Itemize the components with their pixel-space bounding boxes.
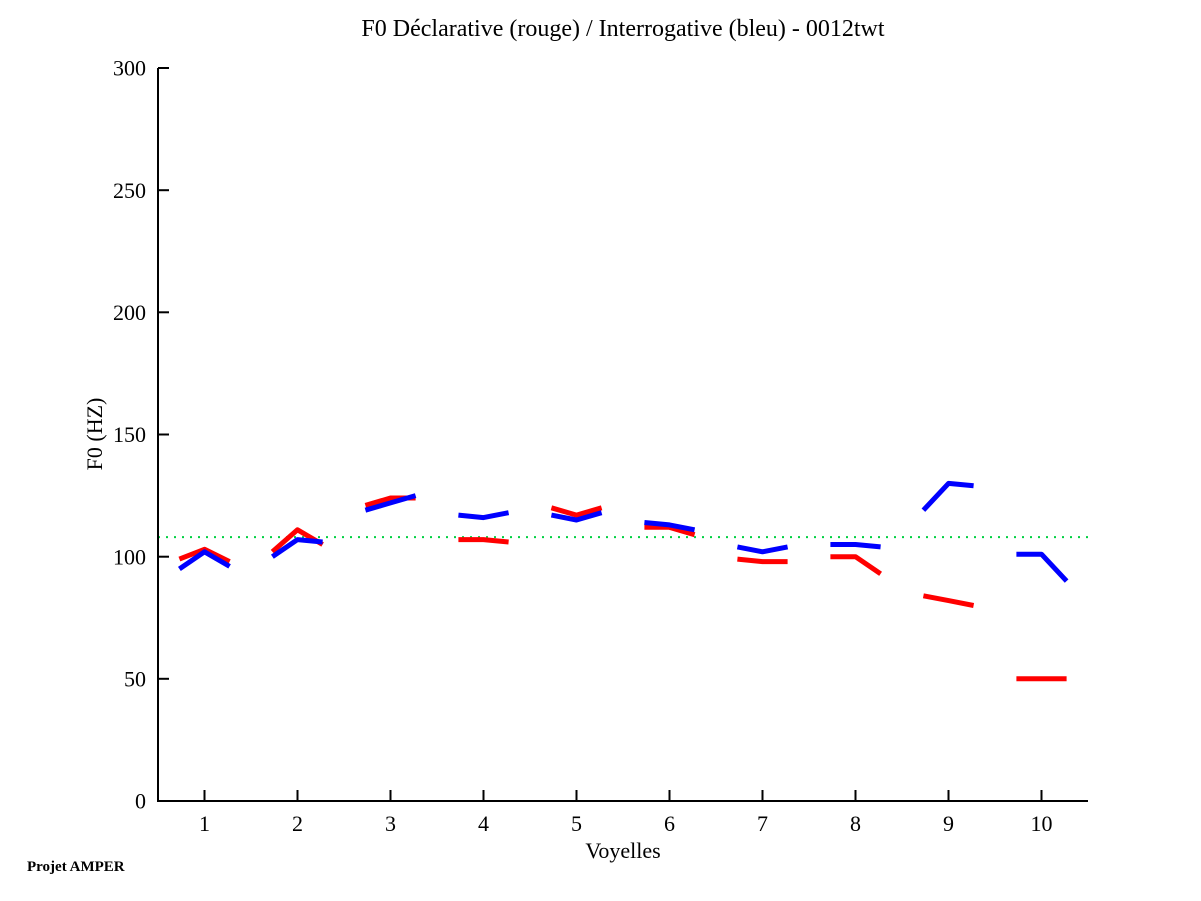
x-tick-label: 10	[1031, 811, 1053, 836]
series-interrogative-vowel-7	[736, 544, 789, 555]
x-tick-label: 5	[571, 811, 582, 836]
series-declarative-vowel-7	[737, 556, 788, 565]
series-declarative-vowel-1	[178, 546, 231, 564]
series-declarative-vowel-9	[922, 593, 975, 608]
y-tick-label: 100	[113, 544, 146, 569]
project-footer-label: Projet AMPER	[27, 859, 125, 875]
y-tick-label: 50	[124, 667, 146, 692]
x-tick-label: 1	[199, 811, 210, 836]
series-interrogative-vowel-6	[644, 520, 696, 533]
x-tick-label: 2	[292, 811, 303, 836]
series-declarative-vowel-5	[550, 505, 603, 518]
x-tick-label: 8	[850, 811, 861, 836]
x-tick-label: 6	[664, 811, 675, 836]
y-tick-label: 250	[113, 178, 146, 203]
series-declarative-vowel-8	[830, 554, 883, 576]
x-tick-label: 3	[385, 811, 396, 836]
x-axis-label: Voyelles	[585, 838, 661, 863]
x-tick-label: 7	[757, 811, 768, 836]
y-tick-label: 200	[113, 300, 146, 325]
series-interrogative-vowel-9	[921, 480, 974, 512]
series-interrogative-vowel-4	[458, 510, 510, 521]
series-interrogative-vowel-8	[830, 542, 881, 550]
y-tick-label: 300	[113, 56, 146, 81]
series-interrogative-vowel-5	[550, 510, 603, 523]
series-interrogative-vowel-10	[1016, 551, 1069, 583]
series-interrogative-vowel-1	[177, 549, 231, 571]
series-declarative-vowel-4	[458, 537, 509, 545]
chart-title: F0 Déclarative (rouge) / Interrogative (…	[361, 16, 885, 42]
series-interrogative-vowel-3	[364, 493, 417, 513]
x-tick-label: 4	[478, 811, 489, 836]
y-tick-label: 150	[113, 422, 146, 447]
x-tick-label: 9	[943, 811, 954, 836]
series-interrogative-vowel-2	[270, 537, 323, 559]
y-tick-label: 0	[135, 789, 146, 814]
